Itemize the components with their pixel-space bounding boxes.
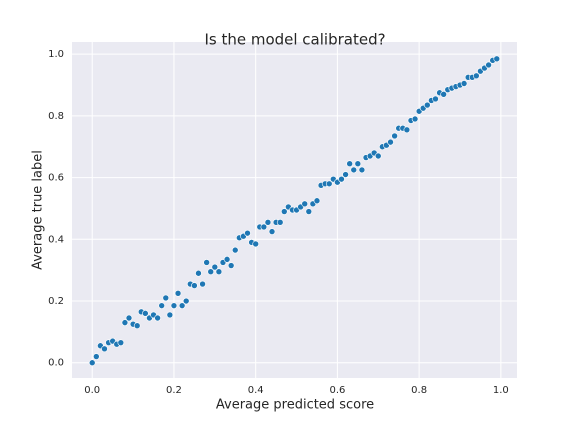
point	[195, 269, 202, 277]
point	[133, 322, 141, 330]
y-axis-label: Average true label	[31, 150, 46, 270]
point	[203, 259, 210, 266]
point	[154, 314, 161, 322]
point	[178, 302, 186, 309]
point	[207, 268, 215, 276]
x-tick-label: 0.8	[411, 385, 427, 396]
point	[252, 240, 259, 248]
point	[227, 262, 235, 269]
point	[223, 256, 231, 263]
point	[268, 228, 276, 235]
y-tick-label: 0.4	[48, 234, 64, 245]
x-tick-label: 0.4	[248, 385, 264, 396]
point	[121, 319, 129, 326]
point	[411, 115, 419, 123]
point	[325, 180, 333, 188]
point	[276, 219, 284, 226]
x-tick-label: 0.0	[84, 385, 100, 396]
point	[313, 197, 321, 205]
point	[346, 160, 353, 168]
point	[301, 200, 309, 208]
y-tick-label: 0.6	[48, 173, 64, 184]
point	[162, 294, 170, 302]
point	[358, 166, 366, 174]
point	[485, 61, 492, 69]
point	[125, 314, 133, 322]
point	[264, 219, 272, 226]
point	[231, 246, 239, 254]
y-tick-label: 0.2	[48, 296, 64, 307]
point	[244, 229, 251, 237]
point	[174, 290, 182, 297]
point	[391, 132, 398, 140]
x-tick-label: 0.6	[329, 385, 345, 396]
point	[142, 310, 149, 317]
point	[88, 359, 96, 367]
x-tick-label: 1.0	[493, 385, 509, 396]
point	[182, 297, 190, 305]
point	[342, 171, 349, 178]
point	[424, 101, 431, 109]
chart-title: Is the model calibrated?	[204, 31, 385, 49]
point	[354, 160, 362, 168]
point	[432, 95, 439, 103]
point	[460, 80, 468, 87]
point	[101, 345, 108, 353]
point	[211, 263, 219, 271]
point	[387, 138, 394, 146]
point	[215, 268, 223, 276]
point	[166, 311, 174, 319]
point	[350, 166, 358, 174]
point	[191, 282, 198, 289]
point	[473, 72, 480, 80]
point	[403, 126, 411, 134]
point	[493, 55, 501, 63]
point	[280, 208, 288, 215]
point	[93, 353, 100, 360]
y-tick-label: 0.0	[48, 358, 64, 369]
point	[158, 302, 165, 309]
x-axis-label: Average predicted score	[216, 398, 374, 413]
point	[374, 152, 382, 160]
y-tick-label: 1.0	[48, 49, 64, 60]
point	[338, 175, 345, 183]
point	[199, 280, 206, 288]
point	[305, 208, 313, 215]
point	[440, 90, 447, 98]
x-tick-label: 0.2	[166, 385, 182, 396]
point	[170, 302, 178, 309]
point	[117, 339, 125, 346]
point	[260, 223, 268, 231]
y-tick-label: 0.8	[48, 111, 64, 122]
